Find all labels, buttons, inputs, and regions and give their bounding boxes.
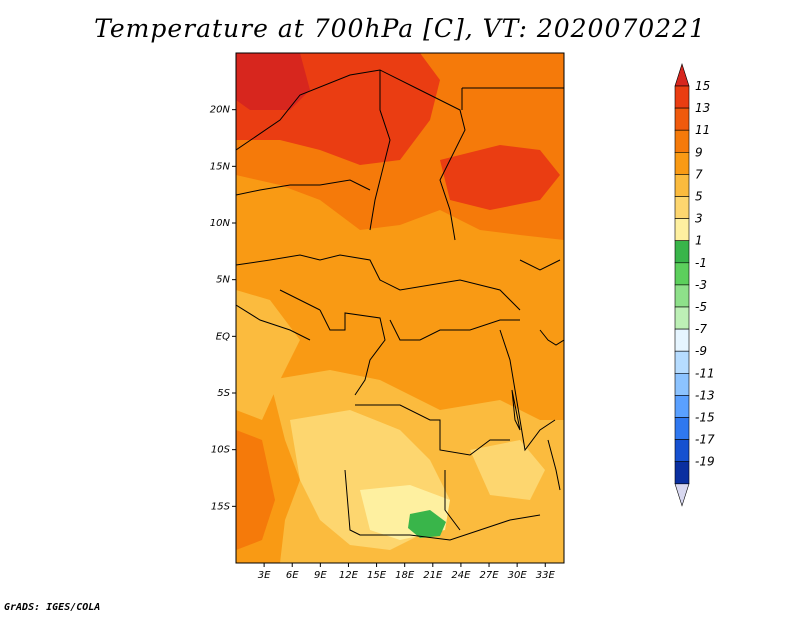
lake-tanganyika <box>511 389 521 431</box>
colorbar-segment <box>674 284 690 308</box>
border-great-lakes <box>499 329 556 452</box>
colorbar-segment <box>674 240 690 264</box>
x-tick-label: 12E <box>339 570 359 581</box>
field-7to9-west <box>236 290 300 420</box>
x-tick-label: 33E <box>536 570 556 581</box>
colorbar-label: -17 <box>695 433 715 447</box>
colorbar-label: -9 <box>695 344 707 358</box>
colorbar-segment <box>674 461 690 485</box>
colorbar-segment <box>674 85 690 109</box>
colorbar-segment <box>674 196 690 219</box>
colorbar-label: -11 <box>695 366 715 380</box>
y-tick-label: 5S <box>217 388 230 399</box>
colorbar-label: -15 <box>695 411 715 425</box>
colorbar-label: -13 <box>695 388 715 402</box>
border-drc-south <box>355 404 510 456</box>
field-over-15 <box>236 53 310 110</box>
border-north <box>236 69 466 241</box>
x-tick-label: 15E <box>367 570 387 581</box>
map-title: Temperature at 700hPa [C], VT: 202007022… <box>94 14 706 43</box>
colorbar-label: 3 <box>695 212 703 226</box>
colorbar-segment <box>674 174 690 197</box>
x-tick-label: 27E <box>480 570 500 581</box>
x-tick-label: 6E <box>286 570 299 581</box>
field-1to3 <box>408 510 446 538</box>
border-zambia <box>444 470 461 531</box>
y-tick-label: 5N <box>216 275 230 286</box>
lake-malawi <box>547 439 561 491</box>
border-drc-north <box>389 319 520 341</box>
x-tick-label: 24E <box>451 570 471 581</box>
colorbar-segment <box>674 129 690 153</box>
border-gabon-congo <box>319 309 386 396</box>
y-tick-label: 20N <box>210 105 231 116</box>
footer-credit: GrADS: IGES/COLA <box>4 602 101 613</box>
y-tick-label: EQ <box>216 331 230 342</box>
border-east <box>519 259 561 271</box>
y-axis: 20N 15N 10N 5N EQ 5S 10S 15S <box>210 105 236 512</box>
coast-gulf <box>236 304 311 341</box>
x-axis: 3E 6E 9E 12E 15E 18E 21E 24E 27E 30E 33E <box>258 563 556 581</box>
field-11to13-sw <box>236 430 275 550</box>
colorbar: 15 13 11 9 7 5 3 1 -1 -3 -5 -7 -9 -11 -13 -15 -17 -19 <box>674 63 715 507</box>
colorbar-label: 11 <box>695 123 710 137</box>
x-tick-label: 30E <box>508 570 528 581</box>
colorbar-segment <box>674 328 690 352</box>
country-borders <box>236 69 564 541</box>
x-tick-label: 9E <box>314 570 327 581</box>
border-nigeria <box>236 260 321 311</box>
colorbar-segment <box>674 262 690 286</box>
x-tick-label: 3E <box>258 570 271 581</box>
map-frame <box>235 52 565 564</box>
colorbar-label: 5 <box>695 190 703 204</box>
colorbar-segment <box>674 152 690 175</box>
colorbar-segment <box>674 218 690 242</box>
border-car <box>236 254 521 311</box>
y-tick-label: 15S <box>211 501 231 512</box>
border-sahel <box>236 179 371 196</box>
colorbar-label: -19 <box>695 455 715 469</box>
colorbar-segment <box>674 350 690 374</box>
x-tick-label: 18E <box>395 570 415 581</box>
colorbar-segment <box>674 439 690 463</box>
y-tick-label: 15N <box>210 161 231 172</box>
colorbar-segment <box>674 395 690 418</box>
field-13to15-ne <box>440 145 560 210</box>
colorbar-label: 13 <box>695 101 710 115</box>
colorbar-segment <box>674 372 690 396</box>
colorbar-label: -3 <box>695 278 707 292</box>
colorbar-label: 15 <box>695 79 710 93</box>
border-egypt-sudan <box>461 87 564 110</box>
y-tick-label: 10N <box>210 218 231 229</box>
colorbar-label: 1 <box>695 234 703 248</box>
y-tick-label: 10S <box>211 445 231 456</box>
colorbar-label: -7 <box>695 322 707 336</box>
border-south <box>344 469 541 541</box>
temperature-field <box>236 53 564 563</box>
colorbar-label: 9 <box>695 145 703 159</box>
colorbar-label: -1 <box>695 256 707 270</box>
colorbar-segment <box>674 107 690 131</box>
lake-victoria <box>539 329 564 346</box>
colorbar-label: 7 <box>695 167 703 181</box>
colorbar-label: -5 <box>695 300 707 314</box>
x-tick-label: 21E <box>423 570 443 581</box>
colorbar-bottom-arrow <box>674 483 690 507</box>
colorbar-segment <box>674 417 690 440</box>
field-5to7-east <box>470 440 545 500</box>
colorbar-segment <box>674 306 690 330</box>
colorbar-top-arrow <box>674 63 690 87</box>
border-chad-niger <box>369 70 391 231</box>
